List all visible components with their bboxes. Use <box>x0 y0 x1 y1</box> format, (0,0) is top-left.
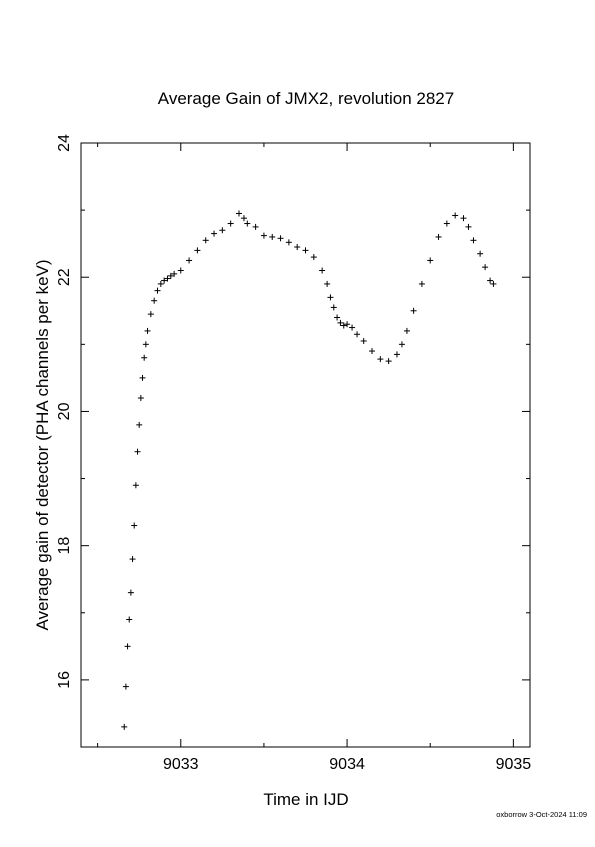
data-point <box>167 272 174 279</box>
data-point <box>344 321 351 328</box>
data-point <box>377 356 384 363</box>
data-point <box>410 307 417 314</box>
data-point <box>139 374 146 381</box>
data-point <box>487 277 494 284</box>
y-tick-label: 22 <box>56 268 73 286</box>
data-point <box>349 324 356 331</box>
data-point <box>235 210 242 217</box>
data-point <box>186 257 193 264</box>
data-point <box>302 247 309 254</box>
data-point <box>354 331 361 338</box>
x-tick-label: 9035 <box>496 756 532 773</box>
data-point <box>393 351 400 358</box>
data-point <box>435 233 442 240</box>
data-point <box>327 294 334 301</box>
y-tick-label: 24 <box>56 134 73 152</box>
data-point <box>122 683 129 690</box>
y-tick-label: 16 <box>56 671 73 689</box>
chart-title: Average Gain of JMX2, revolution 2827 <box>158 89 454 108</box>
data-point <box>164 275 171 282</box>
data-point <box>202 237 209 244</box>
data-point <box>460 215 467 222</box>
x-tick-label: 9034 <box>329 756 365 773</box>
data-point <box>337 319 344 326</box>
data-point <box>294 244 301 251</box>
data-point <box>144 327 151 334</box>
x-tick-label: 9033 <box>163 756 199 773</box>
data-point <box>147 311 154 318</box>
data-point <box>452 212 459 219</box>
data-point <box>269 233 276 240</box>
data-point <box>477 250 484 257</box>
data-point <box>360 337 367 344</box>
data-point <box>277 235 284 242</box>
data-point <box>171 270 178 277</box>
data-point <box>334 314 341 321</box>
data-point <box>121 723 128 730</box>
data-point <box>227 220 234 227</box>
data-point <box>330 304 337 311</box>
data-point <box>240 215 247 222</box>
data-point <box>134 448 141 455</box>
y-tick-label: 20 <box>56 402 73 420</box>
data-point <box>398 341 405 348</box>
data-point <box>131 522 138 529</box>
data-point <box>194 247 201 254</box>
data-point <box>470 237 477 244</box>
data-point <box>219 227 226 234</box>
data-point <box>310 254 317 261</box>
x-axis-label: Time in IJD <box>263 790 348 809</box>
data-point <box>252 223 259 230</box>
data-point <box>260 232 267 239</box>
data-point <box>136 421 143 428</box>
data-point <box>403 327 410 334</box>
data-point <box>369 348 376 355</box>
x-axis-ticks: 9033 9034 9035 <box>97 143 532 773</box>
data-point <box>154 287 161 294</box>
data-point <box>427 257 434 264</box>
data-point <box>157 280 164 287</box>
data-point <box>129 556 136 563</box>
plot-frame <box>80 142 531 748</box>
data-point <box>137 395 144 402</box>
data-point <box>340 322 347 329</box>
data-point <box>141 354 148 361</box>
data-point <box>142 341 149 348</box>
data-point <box>211 230 218 237</box>
data-point <box>124 643 131 650</box>
data-point <box>151 297 158 304</box>
footer-credit: oxborrow 3-Oct-2024 11:09 <box>496 810 587 819</box>
data-point <box>324 280 331 287</box>
data-point <box>385 358 392 365</box>
data-point <box>177 267 184 274</box>
data-point <box>244 220 251 227</box>
data-points <box>121 210 497 730</box>
y-axis-ticks: 16 18 20 22 24 <box>56 134 530 748</box>
data-point <box>161 277 168 284</box>
y-tick-label: 18 <box>56 537 73 555</box>
data-point <box>319 267 326 274</box>
data-point <box>482 264 489 271</box>
data-point <box>127 589 134 596</box>
data-point <box>490 280 497 287</box>
data-point <box>285 239 292 246</box>
data-point <box>465 223 472 230</box>
data-point <box>443 220 450 227</box>
data-point <box>418 280 425 287</box>
data-point <box>126 616 133 623</box>
y-axis-label: Average gain of detector (PHA channels p… <box>33 259 52 630</box>
data-point <box>132 482 139 489</box>
